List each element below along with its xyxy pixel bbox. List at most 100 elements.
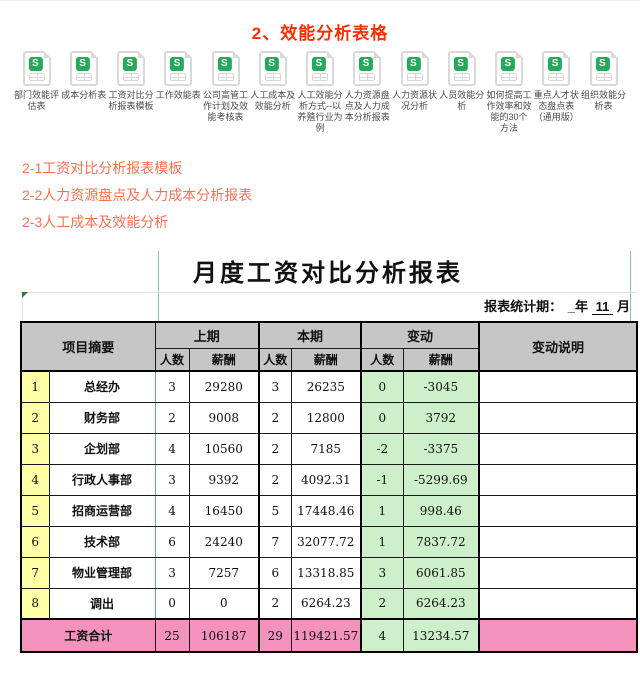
prev-pay-cell: 24240	[188, 525, 260, 558]
row-number-cell: 6	[20, 525, 50, 558]
wps-s-badge-icon: S	[122, 57, 137, 71]
download-link[interactable]: 2-2人力资源盘点及人力成本分析报表	[22, 187, 253, 203]
mini-table-icon	[595, 73, 612, 81]
chg-count-cell: 0	[360, 370, 404, 403]
period-month-value: 11	[591, 299, 614, 315]
folded-corner-icon	[138, 51, 145, 58]
spreadsheet-file-icon: S	[542, 51, 571, 86]
header-group-chg: 变动	[360, 321, 480, 349]
gridline-vertical-gray	[22, 292, 23, 321]
folded-corner-icon	[90, 51, 98, 58]
mini-table-icon	[170, 73, 187, 81]
spreadsheet-file-icon: S	[211, 51, 240, 86]
cur-pay-cell: 12800	[290, 401, 362, 434]
wps-s-badge-icon: S	[359, 57, 374, 71]
header-cur-count: 人数	[258, 347, 292, 372]
file-item[interactable]: S 人工成本及效能分析	[250, 51, 295, 112]
department-name-cell: 企划部	[48, 432, 156, 465]
file-label: 工资对比分析报表模板	[108, 90, 154, 111]
note-cell	[478, 494, 638, 527]
file-item[interactable]: S 人力资源盘点及人力成本分析报表	[345, 51, 390, 123]
gridline-vertical-green	[630, 251, 631, 321]
department-name-cell: 财务部	[48, 401, 156, 434]
prev-pay-cell: 9008	[188, 401, 260, 434]
cur-pay-cell: 26235	[290, 370, 362, 403]
download-link[interactable]: 2-3人工成本及效能分析	[22, 214, 169, 230]
file-item[interactable]: S 工作效能表	[156, 51, 201, 101]
chg-pay-cell: 6061.85	[402, 556, 480, 589]
total-cur-pay: 119421.57	[290, 618, 362, 653]
chg-pay-cell: 3792	[402, 401, 480, 434]
wps-s-badge-icon: S	[548, 57, 563, 71]
table-row: 3 企划部 4 10560 2 7185 -2 -3375	[20, 432, 638, 465]
table-row: 2 财务部 2 9008 2 12800 0 3792	[20, 401, 638, 434]
file-item[interactable]: S 组织效能分析表	[581, 51, 626, 112]
prev-count-cell: 6	[154, 525, 190, 558]
department-name-cell: 技术部	[48, 525, 156, 558]
folded-corner-icon	[421, 51, 429, 58]
department-name-cell: 物业管理部	[48, 556, 156, 589]
header-chg-count: 人数	[360, 347, 404, 372]
cur-pay-cell: 7185	[290, 432, 362, 465]
file-label: 公司高管工作计划及效能考核表	[203, 90, 249, 122]
chg-count-cell: -2	[360, 432, 404, 465]
folded-corner-icon	[327, 51, 334, 58]
folded-corner-icon	[468, 51, 476, 58]
gridline-vertical-green	[158, 251, 159, 321]
chg-pay-cell: -3375	[402, 432, 480, 465]
file-item[interactable]: S 重点人才状态盘点表（通用版）	[534, 51, 579, 123]
total-prev-pay: 106187	[188, 618, 260, 653]
cur-pay-cell: 4092.31	[290, 463, 362, 496]
row-number-cell: 4	[20, 463, 50, 496]
table-row: 4 行政人事部 3 9392 2 4092.31 -1 -5299.69	[20, 463, 638, 496]
report-title: 月度工资对比分析报表	[193, 260, 463, 287]
cur-pay-cell: 17448.46	[290, 494, 362, 527]
file-item[interactable]: S 成本分析表	[61, 51, 106, 101]
note-cell	[478, 401, 638, 434]
note-cell	[478, 556, 638, 589]
wps-s-badge-icon: S	[28, 57, 43, 71]
file-label: 组织效能分析表	[581, 90, 627, 111]
prev-pay-cell: 29280	[188, 370, 260, 403]
prev-count-cell: 3	[154, 556, 190, 589]
chg-pay-cell: 6264.23	[402, 587, 480, 620]
chg-count-cell: -1	[360, 463, 404, 496]
file-item[interactable]: S 人工效能分析方式--以养殖行业为例	[298, 51, 343, 134]
mini-table-icon	[123, 73, 139, 81]
wps-s-badge-icon: S	[264, 57, 279, 71]
file-label: 人员效能分析	[439, 90, 485, 111]
wps-s-badge-icon: S	[311, 57, 326, 71]
cur-count-cell: 5	[258, 494, 292, 527]
file-item[interactable]: S 工资对比分析报表模板	[109, 51, 154, 112]
file-label: 人工效能分析方式--以养殖行业为例	[297, 90, 343, 133]
row-number-cell: 8	[20, 587, 50, 620]
folded-corner-icon	[516, 51, 523, 58]
cur-pay-cell: 32077.72	[290, 525, 362, 558]
cur-count-cell: 3	[258, 370, 292, 403]
file-item[interactable]: S 人员效能分析	[439, 51, 484, 112]
header-note: 变动说明	[478, 321, 638, 372]
header-summary: 项目摘要	[20, 321, 156, 372]
row-number-cell: 5	[20, 494, 50, 527]
spreadsheet-file-icon: S	[353, 51, 382, 86]
period-year: _年	[567, 299, 588, 314]
file-item[interactable]: S 部门效能评估表	[14, 51, 59, 112]
download-link[interactable]: 2-1工资对比分析报表模板	[22, 160, 183, 176]
prev-count-cell: 4	[154, 432, 190, 465]
mini-table-icon	[406, 73, 423, 81]
mini-table-icon	[312, 73, 328, 81]
total-note	[478, 618, 638, 653]
spreadsheet-file-icon: S	[164, 51, 193, 86]
header-prev-count: 人数	[154, 347, 190, 372]
file-item[interactable]: S 人力资源状况分析	[392, 51, 437, 112]
file-label: 成本分析表	[61, 90, 107, 100]
file-item[interactable]: S 公司高管工作计划及效能考核表	[203, 51, 248, 123]
spreadsheet-file-icon: S	[495, 51, 523, 86]
cur-count-cell: 2	[258, 401, 292, 434]
wps-s-badge-icon: S	[595, 57, 610, 71]
chg-pay-cell: 7837.72	[402, 525, 480, 558]
wps-s-badge-icon: S	[75, 57, 90, 71]
file-item[interactable]: S 如何提高工作效率和效能的30个方法	[487, 51, 532, 134]
note-cell	[478, 370, 638, 403]
department-name-cell: 招商运营部	[48, 494, 156, 527]
